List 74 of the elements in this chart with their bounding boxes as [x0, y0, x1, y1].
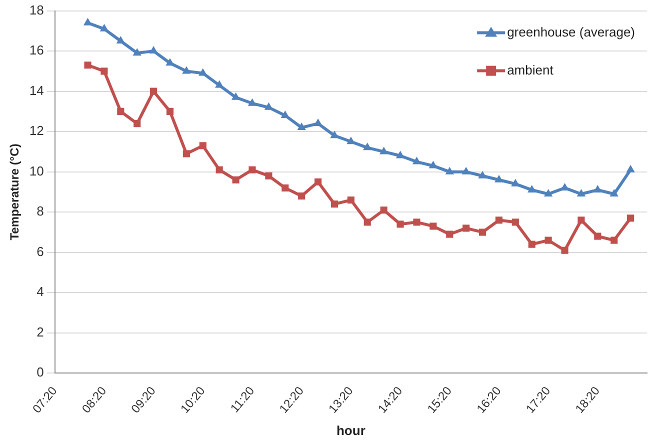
point [84, 62, 92, 69]
point [314, 118, 322, 126]
point [330, 200, 338, 208]
point [314, 178, 322, 186]
point [412, 156, 422, 164]
point [364, 218, 371, 226]
point [166, 108, 174, 115]
point [116, 36, 125, 44]
point [544, 188, 553, 196]
point [248, 166, 256, 174]
point [594, 232, 602, 240]
y-tick-label: 14 [29, 82, 44, 98]
point [512, 218, 519, 226]
point [216, 166, 223, 174]
y-tick-label: 12 [29, 123, 44, 138]
point [100, 68, 108, 75]
point [430, 222, 437, 230]
point [346, 136, 356, 144]
point [132, 48, 142, 56]
point [297, 122, 306, 130]
point [528, 240, 536, 248]
y-tick-label: 6 [36, 244, 44, 259]
point [363, 142, 372, 150]
point [199, 142, 206, 150]
x-axis-title: hour [336, 422, 366, 438]
y-tick-label: 18 [29, 2, 44, 18]
point [150, 88, 158, 95]
point [298, 192, 306, 200]
legend-label: greenhouse (average) [507, 24, 636, 40]
point [544, 236, 552, 244]
point [149, 46, 158, 54]
point [478, 228, 486, 236]
point [282, 184, 289, 192]
point [182, 150, 190, 158]
point [495, 216, 502, 224]
point [265, 172, 272, 180]
y-tick-label: 16 [29, 42, 44, 58]
point [578, 216, 585, 224]
point [593, 184, 602, 192]
point [380, 146, 388, 154]
legend-label: ambient [507, 62, 554, 78]
point [610, 236, 618, 244]
y-tick-label: 10 [29, 163, 44, 178]
y-tick-label: 2 [36, 324, 44, 340]
point [182, 66, 191, 74]
point [396, 220, 404, 228]
point [100, 24, 109, 32]
point [413, 218, 420, 226]
point [347, 196, 354, 204]
point [446, 230, 454, 238]
point [232, 176, 240, 184]
point [528, 184, 536, 192]
point [494, 174, 504, 182]
point [215, 80, 224, 88]
y-axis-title: Temperature (°C) [8, 144, 22, 240]
point [576, 188, 586, 196]
point [627, 214, 634, 222]
point [478, 170, 487, 178]
point [445, 166, 454, 174]
y-tick-label: 0 [36, 364, 44, 380]
point [117, 108, 124, 115]
y-tick-label: 8 [36, 204, 44, 219]
point [561, 246, 568, 254]
point [462, 224, 470, 232]
point [610, 188, 618, 196]
point [462, 166, 470, 174]
point [330, 130, 339, 138]
point [248, 98, 257, 106]
point [380, 206, 388, 214]
y-tick-label: 4 [36, 284, 44, 300]
point [280, 110, 290, 118]
point [198, 68, 208, 76]
point [134, 120, 141, 128]
point [626, 164, 635, 172]
